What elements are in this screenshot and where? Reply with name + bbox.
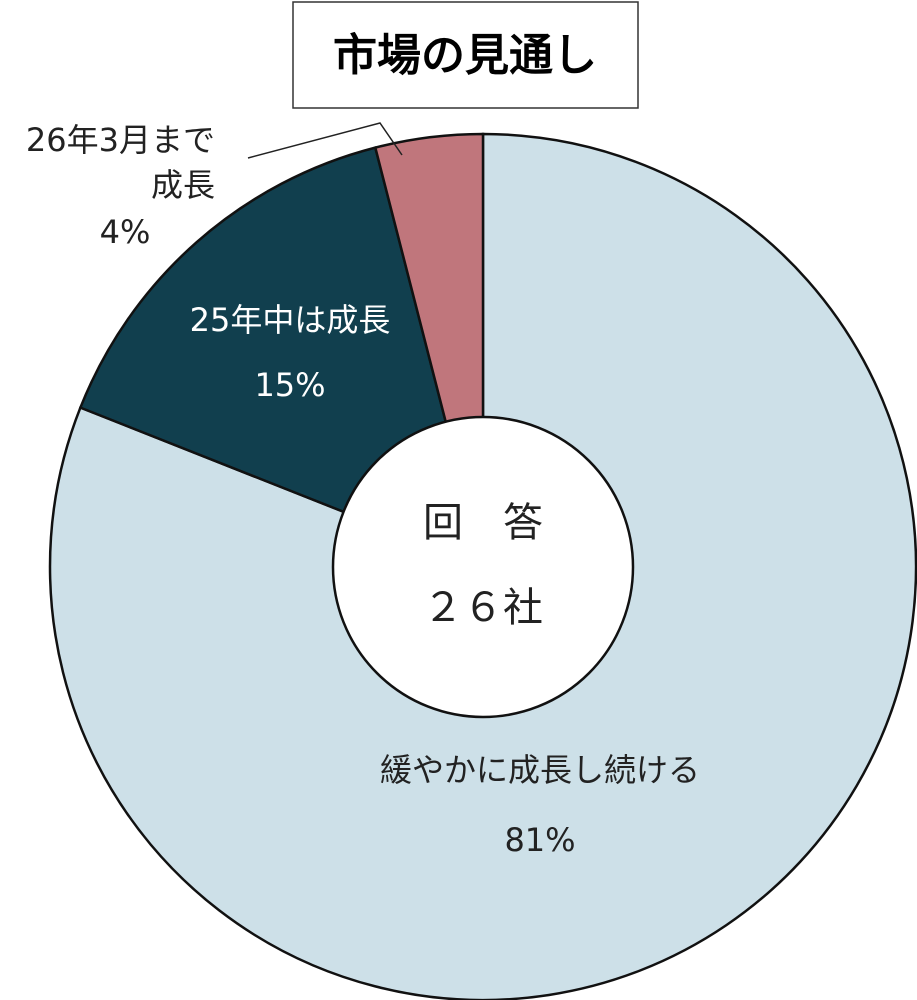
value-label: 15%	[254, 366, 325, 404]
center-hole	[331, 415, 635, 719]
center-label: 回 答	[423, 500, 543, 546]
center-label: ２６社	[423, 585, 543, 631]
slice-label: 緩やかに成長し続ける	[380, 751, 700, 789]
slice-label: 25年中は成長	[190, 301, 391, 339]
value-label: 81%	[504, 821, 575, 859]
chart-title: 市場の見通し	[333, 30, 597, 81]
value-label: 4%	[100, 213, 151, 251]
leader-line	[247, 122, 403, 159]
title-box	[292, 1, 639, 109]
slice-label: 26年3月まで成長	[26, 121, 215, 204]
